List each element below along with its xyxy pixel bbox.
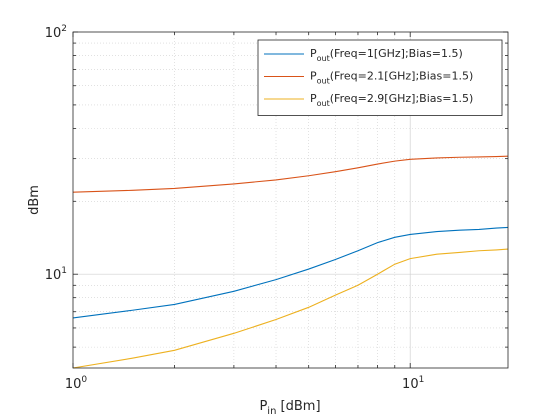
y-tick-label-exponent: 2 [61, 24, 67, 34]
x-axis-label-main: P [259, 399, 267, 414]
grid-lines [73, 32, 508, 368]
legend-entry-sub: out [317, 77, 330, 86]
legend-entry-rest: (Freq=2.9[GHz];Bias=1.5) [330, 92, 474, 105]
x-tick-label-exponent: 1 [419, 375, 425, 385]
x-axis-label: Pin [dBm] [259, 399, 320, 417]
legend-entry-rest: (Freq=2.1[GHz];Bias=1.5) [330, 70, 474, 83]
legend-entry-sub: out [317, 99, 330, 108]
legend-entry-rest: (Freq=1[GHz];Bias=1.5) [330, 47, 463, 60]
y-tick-label: 102 [45, 24, 67, 41]
series-line-3 [72, 248, 509, 369]
x-tick-label-exponent: 0 [81, 375, 87, 385]
x-axis-label-suffix: [dBm] [276, 399, 320, 414]
x-tick-label-base: 10 [402, 377, 419, 392]
legend-entry-3: Pout(Freq=2.9[GHz];Bias=1.5) [310, 92, 473, 108]
x-tick-label-base: 10 [65, 377, 82, 392]
y-tick-label-exponent: 1 [61, 266, 67, 276]
legend-entry-main: P [310, 47, 317, 60]
series-line-2 [72, 155, 509, 193]
legend: Pout(Freq=1[GHz];Bias=1.5)Pout(Freq=2.1[… [257, 39, 503, 116]
x-tick-label: 101 [402, 375, 424, 392]
legend-entry-1: Pout(Freq=1[GHz];Bias=1.5) [310, 47, 463, 63]
tick-marks [72, 31, 508, 368]
y-tick-label-base: 10 [45, 26, 62, 41]
legend-entry-main: P [310, 92, 317, 105]
axes-box [72, 31, 509, 369]
series-line-1 [72, 226, 509, 319]
legend-entry-2: Pout(Freq=2.1[GHz];Bias=1.5) [310, 70, 473, 86]
legend-box [257, 39, 503, 116]
x-tick-label: 100 [65, 375, 88, 392]
y-tick-label-base: 10 [45, 268, 62, 283]
y-tick-label: 101 [45, 266, 67, 283]
x-axis-label-sub: in [267, 406, 276, 417]
series-layer [72, 155, 509, 369]
legend-entry-sub: out [317, 54, 330, 63]
legend-entry-main: P [310, 70, 317, 83]
y-axis-label: dBm [27, 185, 42, 215]
